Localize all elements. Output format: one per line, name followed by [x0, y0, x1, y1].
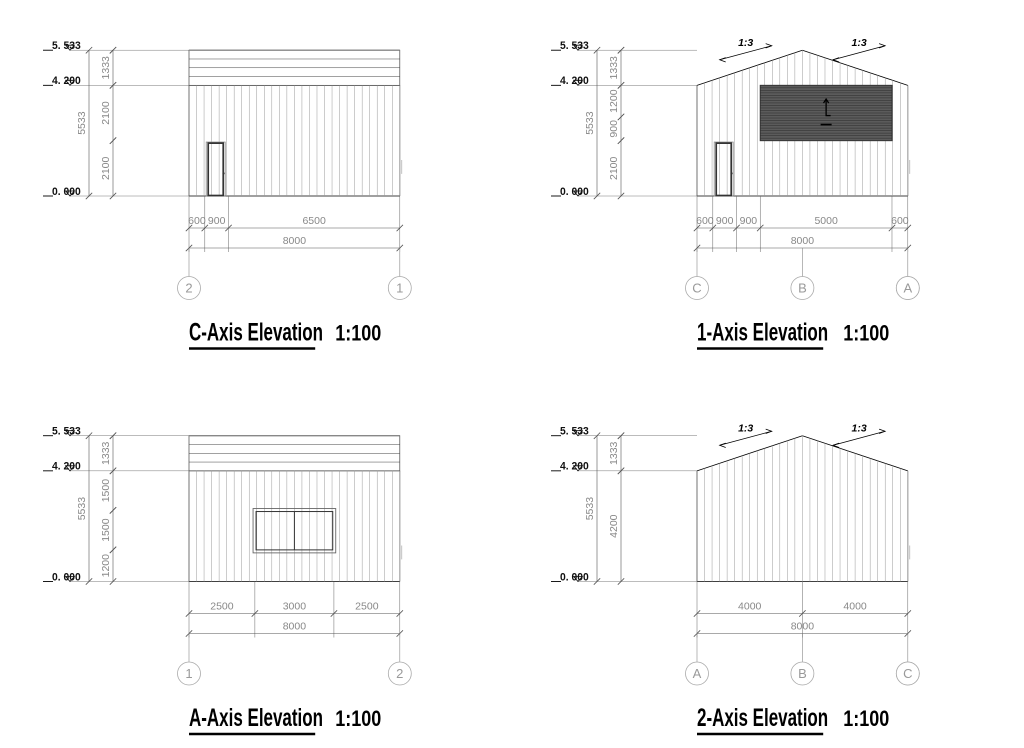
svg-text:1333: 1333 — [608, 441, 620, 465]
svg-text:2100: 2100 — [100, 101, 112, 125]
svg-text:1:100: 1:100 — [335, 322, 381, 346]
svg-text:8000: 8000 — [283, 621, 307, 633]
svg-text:5533: 5533 — [76, 111, 88, 135]
svg-text:1500: 1500 — [100, 518, 112, 542]
svg-text:1333: 1333 — [100, 56, 112, 80]
svg-text:1200: 1200 — [100, 554, 112, 578]
svg-text:900: 900 — [740, 215, 758, 227]
svg-text:2-Axis Elevation: 2-Axis Elevation — [697, 702, 828, 731]
svg-text:6500: 6500 — [302, 215, 326, 227]
svg-text:5533: 5533 — [584, 111, 596, 135]
svg-text:2500: 2500 — [355, 601, 379, 613]
svg-text:1:3: 1:3 — [852, 37, 867, 49]
svg-text:1:3: 1:3 — [738, 422, 753, 434]
svg-text:900: 900 — [208, 215, 226, 227]
svg-text:A: A — [693, 666, 702, 681]
svg-text:2500: 2500 — [210, 601, 234, 613]
svg-text:1:100: 1:100 — [843, 322, 889, 346]
svg-text:1333: 1333 — [608, 56, 620, 80]
svg-text:B: B — [798, 281, 807, 296]
svg-text:3000: 3000 — [283, 601, 307, 613]
svg-text:1-Axis Elevation: 1-Axis Elevation — [697, 317, 828, 346]
svg-text:8000: 8000 — [791, 235, 815, 247]
svg-text:4000: 4000 — [738, 601, 762, 613]
svg-text:2100: 2100 — [608, 156, 620, 180]
svg-text:600: 600 — [696, 215, 714, 227]
svg-text:1:3: 1:3 — [852, 422, 867, 434]
svg-text:600: 600 — [891, 215, 909, 227]
svg-text:2: 2 — [185, 281, 192, 296]
svg-text:C: C — [903, 666, 912, 681]
svg-text:4000: 4000 — [843, 601, 867, 613]
svg-text:8000: 8000 — [791, 621, 815, 633]
svg-text:5533: 5533 — [584, 497, 596, 521]
svg-text:A: A — [903, 281, 912, 296]
svg-text:1500: 1500 — [100, 479, 112, 503]
svg-text:1:100: 1:100 — [335, 707, 381, 731]
svg-text:4200: 4200 — [608, 514, 620, 538]
svg-text:1:100: 1:100 — [843, 707, 889, 731]
svg-text:2: 2 — [396, 666, 403, 681]
svg-text:8000: 8000 — [283, 235, 307, 247]
svg-text:900: 900 — [608, 120, 620, 138]
svg-text:C: C — [692, 281, 701, 296]
svg-text:1200: 1200 — [608, 89, 620, 113]
svg-text:1:3: 1:3 — [738, 37, 753, 49]
svg-text:600: 600 — [188, 215, 206, 227]
svg-text:1: 1 — [396, 281, 403, 296]
svg-text:5533: 5533 — [76, 497, 88, 521]
svg-text:1: 1 — [185, 666, 192, 681]
svg-text:1333: 1333 — [100, 441, 112, 465]
svg-text:5000: 5000 — [814, 215, 838, 227]
svg-text:2100: 2100 — [100, 156, 112, 180]
svg-text:C-Axis Elevation: C-Axis Elevation — [189, 317, 323, 346]
svg-text:900: 900 — [716, 215, 734, 227]
svg-text:A-Axis Elevation: A-Axis Elevation — [189, 702, 323, 731]
svg-text:B: B — [798, 666, 807, 681]
